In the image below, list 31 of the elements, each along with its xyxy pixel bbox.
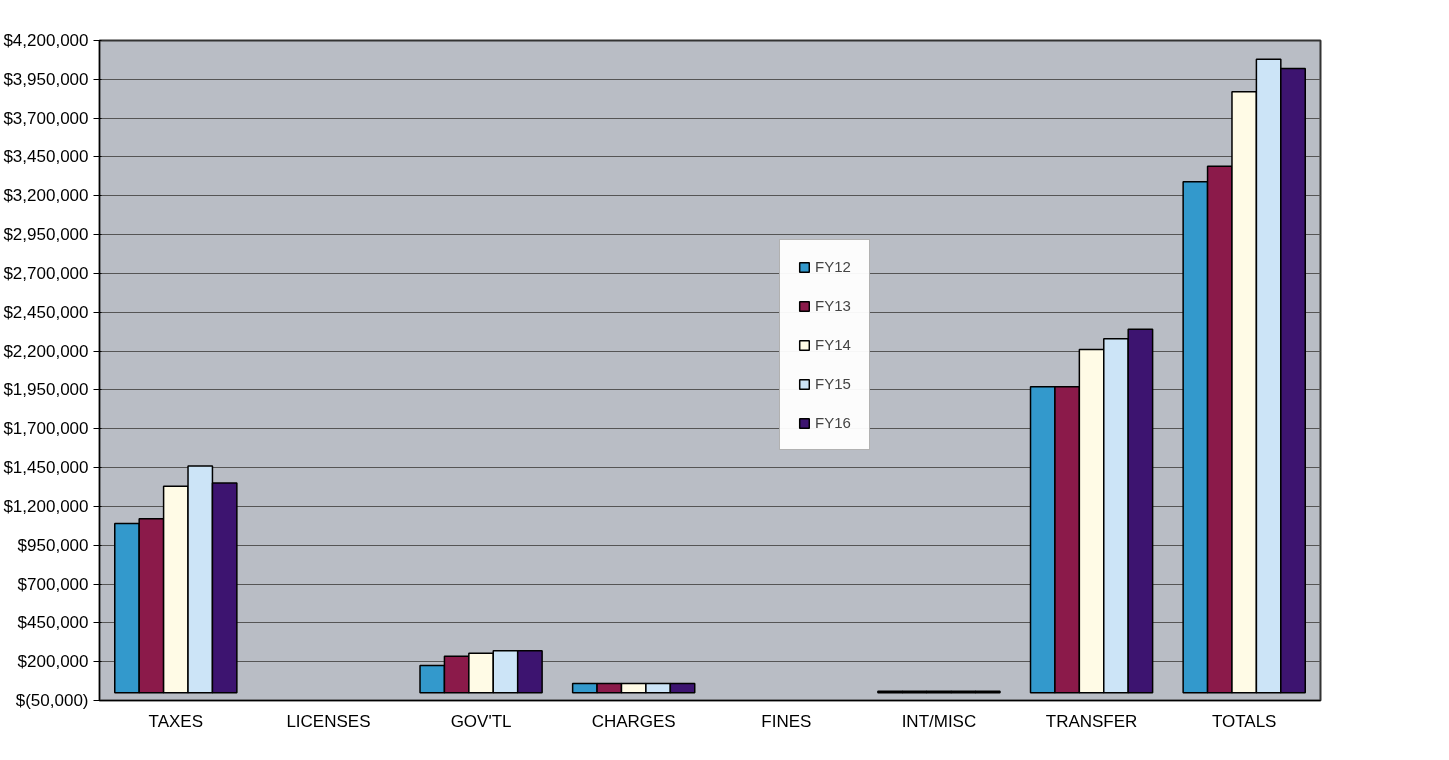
x-tick-label: TAXES <box>148 711 204 731</box>
y-tick-label: $3,950,000 <box>3 69 89 89</box>
y-tick-label: $1,450,000 <box>3 458 89 478</box>
x-tick-label: FINES <box>761 711 812 731</box>
y-tick-label: $950,000 <box>17 535 89 555</box>
y-tick-label: $(50,000) <box>15 691 89 710</box>
y-tick-label: $1,700,000 <box>3 419 89 439</box>
x-tick-label: TOTALS <box>1211 711 1277 731</box>
legend-label: FY15 <box>815 375 851 392</box>
x-tick-label: CHARGES <box>591 711 676 731</box>
x-tick-label: LICENSES <box>286 711 371 731</box>
y-tick-label: $3,450,000 <box>3 147 89 167</box>
y-tick-label: $2,950,000 <box>3 225 89 245</box>
y-tick-label: $3,200,000 <box>3 186 89 206</box>
legend-label: FY12 <box>815 258 851 275</box>
y-tick-label: $1,950,000 <box>3 380 89 400</box>
x-tick-label: TRANSFER <box>1045 711 1138 731</box>
y-tick-label: $450,000 <box>17 613 89 633</box>
y-tick-label: $4,200,000 <box>3 31 89 50</box>
y-tick-label: $2,700,000 <box>3 263 89 283</box>
y-tick-label: $1,200,000 <box>3 496 89 516</box>
y-tick-label: $2,450,000 <box>3 302 89 322</box>
x-tick-label: GOV'TL <box>450 711 512 731</box>
y-tick-label: $700,000 <box>17 574 89 594</box>
y-tick-label: $3,700,000 <box>3 108 89 128</box>
legend-label: FY16 <box>815 414 851 431</box>
y-tick-label: $200,000 <box>17 652 89 672</box>
legend-label: FY13 <box>815 297 851 314</box>
y-tick-label: $2,200,000 <box>3 341 89 361</box>
x-tick-label: INT/MISC <box>901 711 977 731</box>
legend-label: FY14 <box>815 336 851 353</box>
